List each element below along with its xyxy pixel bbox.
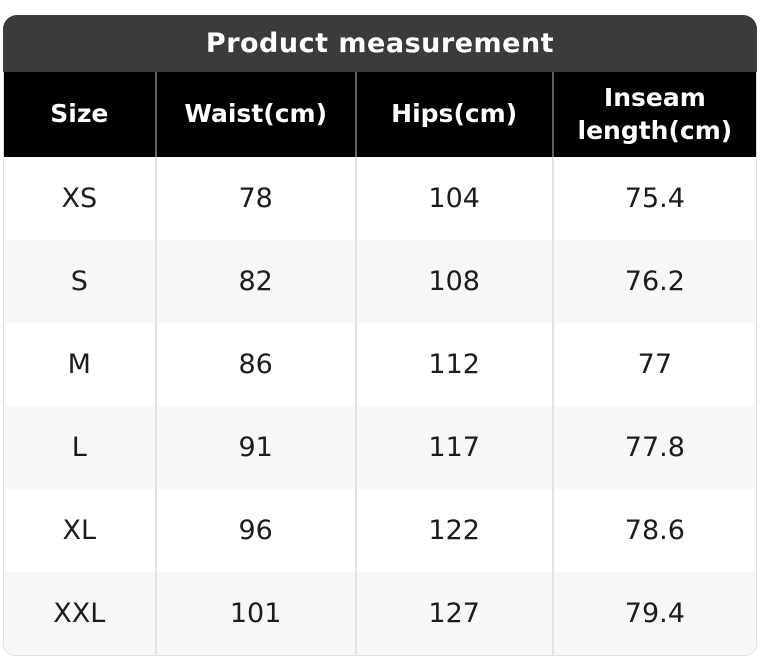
table-cell: 91 [156,406,357,489]
header-row: Size Waist(cm) Hips(cm) Inseam length(cm) [4,72,756,157]
table-cell: 76.2 [553,240,756,323]
card-title: Product measurement [205,28,555,59]
table-row-m: M 86 112 77 [4,323,756,406]
table-cell: 112 [356,323,554,406]
table-row-xxl: XXL 101 127 79.4 [4,572,756,655]
card-title-bar: Product measurement [3,15,757,72]
table-cell: 101 [156,572,357,655]
table-cell: XXL [4,572,157,655]
table-row-xs: XS 78 104 75.4 [4,157,756,240]
table-cell: 86 [156,323,357,406]
column-header-hips-cm: Hips(cm) [356,72,554,157]
table-cell: 117 [356,406,554,489]
table-cell: 82 [156,240,357,323]
table-cell: 79.4 [553,572,756,655]
table-cell: 75.4 [553,157,756,240]
table-cell: 96 [156,489,357,572]
table-cell: 122 [356,489,554,572]
table-cell: 78.6 [553,489,756,572]
table-cell: 108 [356,240,554,323]
table-cell: XL [4,489,157,572]
column-header-size: Size [4,72,157,157]
table-cell: 127 [356,572,554,655]
table-row-xl: XL 96 122 78.6 [4,489,756,572]
table-cell: XS [4,157,157,240]
table-cell: 78 [156,157,357,240]
size-table: Size Waist(cm) Hips(cm) Inseam length(cm) X… [4,72,756,655]
table-cell: 104 [356,157,554,240]
size-table-body: XS 78 104 75.4 S 82 108 76.2 M 86 112 77 L 91 117 77.8 X… [4,157,756,655]
table-row-s: S 82 108 76.2 [4,240,756,323]
table-cell: S [4,240,157,323]
column-header-waist-cm: Waist(cm) [156,72,357,157]
measurement-card: Product measurement Size Waist(cm) Hips(cm… [3,15,757,656]
column-header-inseam-length-cm: Inseam length(cm) [553,72,756,157]
table-cell: 77 [553,323,756,406]
size-table-header: Size Waist(cm) Hips(cm) Inseam length(cm) [4,72,756,157]
table-cell: M [4,323,157,406]
table-cell: 77.8 [553,406,756,489]
table-cell: L [4,406,157,489]
size-table-container: Size Waist(cm) Hips(cm) Inseam length(cm) X… [3,72,757,656]
table-row-l: L 91 117 77.8 [4,406,756,489]
